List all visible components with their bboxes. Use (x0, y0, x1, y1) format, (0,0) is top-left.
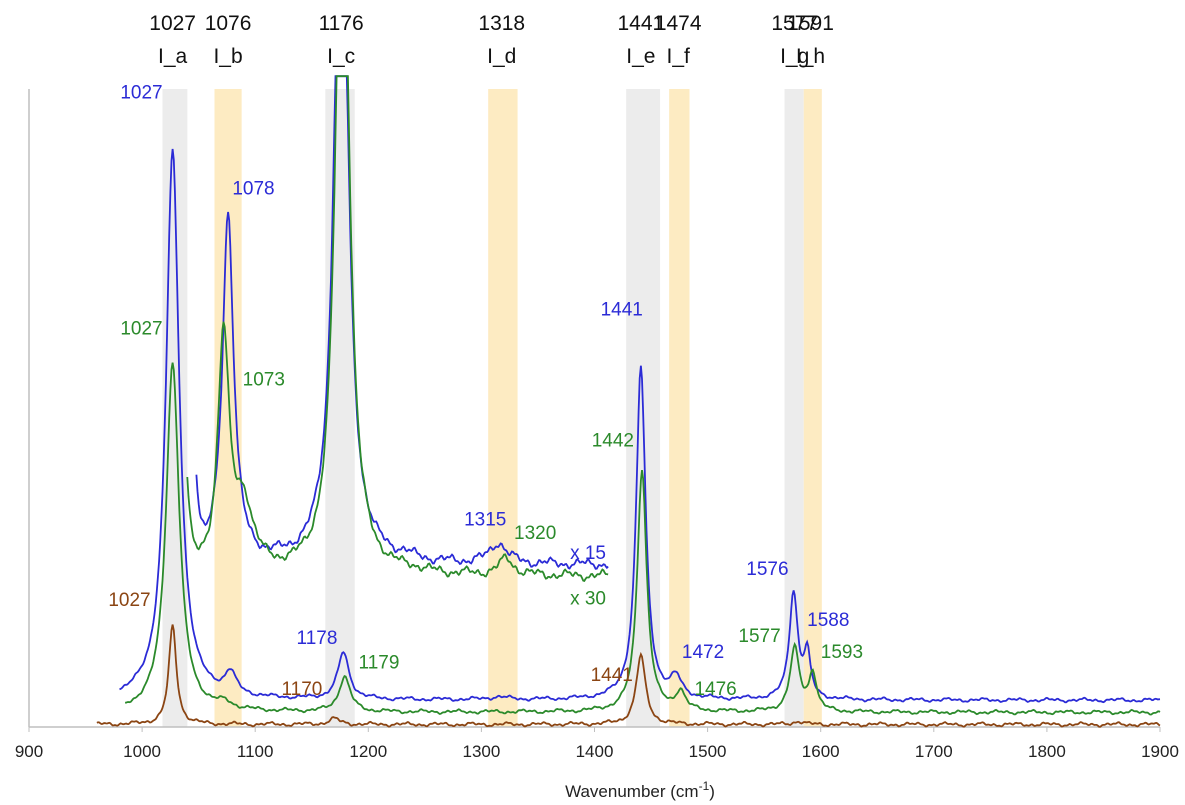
x-axis-title: Wavenumber (cm-1) (565, 779, 715, 801)
peak-annotation: 1027 (108, 590, 150, 611)
band-i-h (803, 89, 822, 727)
band-wavenumber-label: 1076 (205, 12, 252, 35)
peak-annotation: 1442 (592, 430, 634, 451)
x-tick-label: 1000 (123, 742, 161, 761)
peak-annotation: 1027 (120, 319, 162, 340)
band-wavenumber-label: 1591 (787, 12, 834, 35)
series-lines: x 15 x 30 (96, 75, 1161, 728)
peak-annotation: 1320 (514, 523, 556, 544)
band-wavenumber-label: 1176 (319, 12, 364, 35)
band-id-label: I_b (213, 45, 242, 68)
x-tick-label: 900 (15, 742, 43, 761)
zoomed-spectrum-line-1 (186, 75, 609, 582)
peak-annotation: 1441 (591, 665, 633, 686)
band-id-label: I_e (626, 45, 655, 68)
peak-annotations: 1027 1078 1027 1073 1315 1320 1441 1442 1576 1588… (108, 83, 863, 701)
peak-annotation: 1315 (464, 509, 506, 530)
peak-annotation: 1078 (232, 178, 274, 199)
band-wavenumber-label: 1318 (478, 12, 525, 35)
spectrum-line-0 (119, 148, 1161, 704)
band-wavenumber-label: 1474 (655, 12, 702, 35)
peak-annotation: 1476 (694, 679, 736, 700)
band-wavenumber-label: 1027 (149, 12, 196, 35)
band-i-d (488, 89, 518, 727)
spectrum-line-2 (96, 624, 1161, 728)
x-tick-label: 1800 (1028, 742, 1066, 761)
band-id-label: I_a (158, 45, 188, 68)
peak-annotation: 1179 (359, 652, 400, 673)
band-wavenumber-label: 1441 (618, 12, 665, 35)
zoom-multiplier-label: x 30 (570, 588, 606, 609)
peak-annotation: 1073 (243, 370, 285, 391)
spectrum-line-1 (125, 362, 1161, 716)
band-id-label: I_d (487, 45, 516, 68)
peak-annotation: 1027 (120, 83, 162, 104)
peak-annotation: 1588 (807, 610, 849, 631)
peak-annotation: 1576 (746, 559, 788, 580)
x-tick-label: 1200 (349, 742, 387, 761)
x-tick-label: 1500 (689, 742, 727, 761)
band-id-label: I_g (780, 45, 809, 68)
peak-annotation: 1441 (601, 299, 643, 320)
x-tick-label: 1300 (462, 742, 500, 761)
x-tick-label: 1100 (237, 742, 274, 761)
band-wavenumber-label: 1577 (771, 12, 818, 35)
band-i-f (669, 89, 690, 727)
band-id-label: I_f (667, 45, 691, 68)
peak-annotation: 1178 (297, 628, 338, 649)
x-tick-label: 1600 (802, 742, 840, 761)
peak-annotation: 1472 (682, 642, 724, 663)
zoomed-spectrum-line-0 (195, 75, 609, 570)
peak-annotation: 1170 (282, 679, 323, 700)
x-tick-label: 1700 (915, 742, 953, 761)
band-id-label: I_h (796, 45, 825, 68)
band-id-label: I_c (327, 45, 355, 68)
zoom-multiplier-label: x 15 (570, 543, 606, 564)
peak-annotation: 1593 (821, 642, 863, 663)
x-tick-label: 1400 (576, 742, 614, 761)
band-i-g (784, 89, 804, 727)
x-tick-label: 1900 (1141, 742, 1179, 761)
peak-annotation: 1577 (738, 626, 780, 647)
x-axis-ticks: 900 1000 1100 1200 1300 1400 1500 1600 1700 1800 1… (15, 727, 1179, 761)
